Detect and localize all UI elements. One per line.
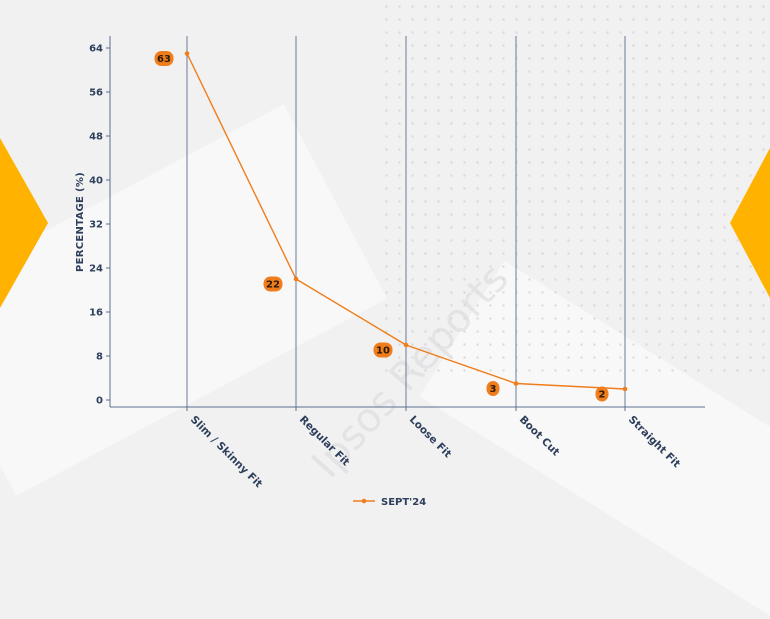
data-label-badge <box>595 386 609 402</box>
data-label: 63 <box>157 54 171 65</box>
right-chevron-decoration <box>730 148 770 298</box>
data-point <box>293 276 299 282</box>
y-tick-label: 40 <box>89 176 103 187</box>
data-label-badge <box>263 276 283 292</box>
y-tick-label: 24 <box>89 264 103 275</box>
data-label-layer: 63 22 10 3 2 <box>154 51 609 402</box>
x-tick-label: Slim / Skinny Fit <box>188 414 265 491</box>
series-layer <box>184 51 628 392</box>
legend-point-marker <box>361 498 367 504</box>
data-label-badge <box>373 342 393 358</box>
data-label: 22 <box>266 280 280 291</box>
data-label-badge <box>154 51 174 66</box>
x-tick-label: Straight Fit <box>626 414 683 471</box>
y-tick-label: 56 <box>89 88 103 99</box>
y-tick-label: 8 <box>96 352 103 363</box>
data-label: 10 <box>376 346 390 357</box>
data-label: 2 <box>599 390 606 401</box>
left-chevron-decoration <box>0 138 48 308</box>
data-point <box>403 342 409 348</box>
data-point <box>622 386 628 392</box>
data-point <box>513 381 519 386</box>
y-tick-label: 0 <box>96 396 103 407</box>
data-point <box>184 51 190 56</box>
grid-layer <box>186 36 626 407</box>
y-axis-title: PERCENTAGE (%) <box>75 172 86 272</box>
y-tick-label: 16 <box>89 308 103 319</box>
data-label: 3 <box>490 384 497 395</box>
legend-label: SEPT'24 <box>381 497 426 508</box>
y-tick-label: 48 <box>89 132 103 143</box>
y-tick-label: 32 <box>89 220 103 231</box>
dot-pattern <box>380 0 770 380</box>
y-tick-label: 64 <box>89 44 103 55</box>
data-label-badge <box>486 381 500 396</box>
legend: SEPT'24 <box>353 497 426 508</box>
x-tick-label: Boot Cut <box>517 414 562 459</box>
x-tick-label: Loose Fit <box>407 414 454 461</box>
